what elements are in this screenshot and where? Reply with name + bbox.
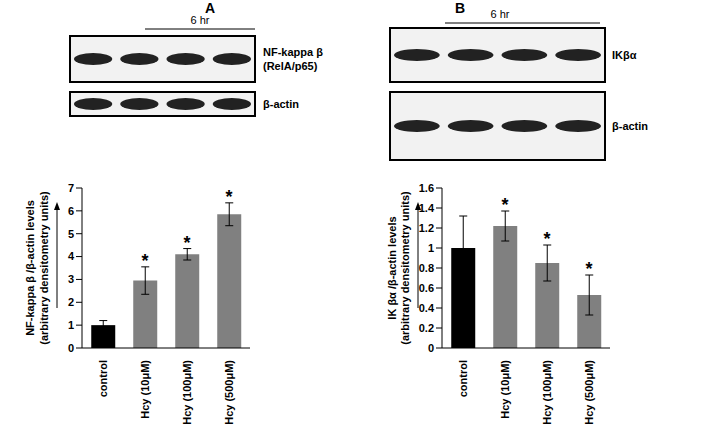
- svg-text:4: 4: [68, 250, 75, 262]
- svg-text:5: 5: [68, 228, 74, 240]
- svg-text:7: 7: [68, 182, 74, 194]
- svg-text:1.4: 1.4: [419, 202, 435, 214]
- svg-text:(arbitrary densitometry units): (arbitrary densitometry units): [399, 191, 411, 345]
- svg-text:6: 6: [68, 205, 74, 217]
- svg-text:*: *: [225, 187, 232, 207]
- svg-text:*: *: [585, 259, 592, 279]
- svg-text:0.2: 0.2: [419, 322, 434, 334]
- svg-text:0.8: 0.8: [419, 262, 434, 274]
- svg-text:NF-kappa β: NF-kappa β: [263, 46, 323, 58]
- svg-text:control: control: [457, 360, 469, 397]
- svg-text:IK βα /β-actin levels: IK βα /β-actin levels: [386, 216, 398, 319]
- svg-text:*: *: [543, 229, 550, 249]
- svg-text:1.2: 1.2: [419, 222, 434, 234]
- svg-text:0.6: 0.6: [419, 282, 434, 294]
- svg-text:3: 3: [68, 273, 74, 285]
- svg-text:(RelA/p65): (RelA/p65): [263, 60, 318, 72]
- svg-text:0.4: 0.4: [419, 302, 435, 314]
- svg-text:1: 1: [68, 319, 74, 331]
- svg-text:Hcy (10μM): Hcy (10μM): [139, 360, 151, 419]
- svg-text:*: *: [501, 195, 508, 215]
- svg-text:NF-kappa β /β-actin levels: NF-kappa β /β-actin levels: [24, 200, 36, 336]
- svg-text:β-actin: β-actin: [263, 98, 299, 110]
- svg-text:6 hr: 6 hr: [191, 14, 210, 26]
- svg-text:A: A: [205, 0, 215, 16]
- svg-text:2: 2: [68, 296, 74, 308]
- svg-text:B: B: [455, 0, 465, 16]
- svg-text:Hcy (100μM): Hcy (100μM): [181, 360, 193, 425]
- svg-text:β-actin: β-actin: [612, 120, 648, 132]
- svg-text:6 hr: 6 hr: [491, 8, 510, 20]
- svg-text:0: 0: [68, 342, 74, 354]
- svg-text:*: *: [183, 233, 190, 253]
- svg-text:*: *: [141, 251, 148, 271]
- svg-text:1.6: 1.6: [419, 182, 434, 194]
- svg-text:(arbitrary densitometry units): (arbitrary densitometry units): [38, 191, 50, 345]
- svg-text:Hcy (10μM): Hcy (10μM): [499, 360, 511, 419]
- svg-text:IKβα: IKβα: [612, 49, 637, 61]
- svg-text:1: 1: [428, 242, 434, 254]
- svg-text:control: control: [97, 360, 109, 397]
- svg-text:Hcy (500μM): Hcy (500μM): [583, 360, 595, 425]
- svg-text:Hcy (100μM): Hcy (100μM): [541, 360, 553, 425]
- svg-text:Hcy (500μM): Hcy (500μM): [223, 360, 235, 425]
- svg-text:0: 0: [428, 342, 434, 354]
